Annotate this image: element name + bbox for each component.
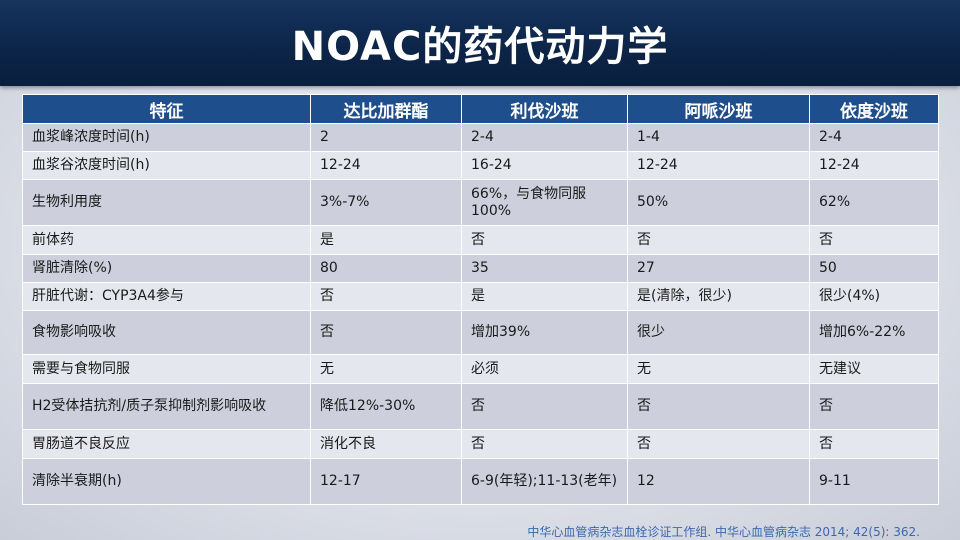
table-cell: 肝脏代谢：CYP3A4参与 [22,282,311,311]
table-cell: 否 [809,383,939,430]
table-cell: 2 [310,123,462,152]
table-cell: 12-24 [627,151,810,180]
table-cell: 否 [310,282,462,311]
table-row: 生物利用度 3%-7% 66%，与食物同服100% 50% 62% [22,179,939,226]
table-cell: 血浆谷浓度时间(h) [22,151,311,180]
table-cell: 很少 [627,310,810,355]
table-cell: 12-24 [310,151,462,180]
table-cell: 否 [461,225,628,255]
table-row: 前体药 是 否 否 否 [22,225,939,255]
table-cell: 需要与食物同服 [22,354,311,384]
table-cell: 降低12%-30% [310,383,462,430]
header-feature: 特征 [22,94,311,124]
table-header-row: 特征 达比加群酯 利伐沙班 阿哌沙班 依度沙班 [22,94,939,124]
table-cell: 80 [310,254,462,283]
table-row: 食物影响吸收 否 增加39% 很少 增加6%-22% [22,310,939,355]
table-cell: 胃肠道不良反应 [22,429,311,459]
title-bar [0,0,960,86]
table-cell: 无 [310,354,462,384]
table-cell: 无建议 [809,354,939,384]
table-cell: 消化不良 [310,429,462,459]
table-row: 肾脏清除(%) 80 35 27 50 [22,254,939,283]
citation: 中华心血管病杂志血栓诊证工作组. 中华心血管病杂志 2014; 42(5): 3… [527,525,920,539]
table-cell: 35 [461,254,628,283]
table-cell: 是 [461,282,628,311]
table-cell: 增加39% [461,310,628,355]
table-cell: 12 [627,458,810,505]
table-cell: 否 [809,225,939,255]
header-dabigatran: 达比加群酯 [310,94,462,124]
table-cell: 很少(4%) [809,282,939,311]
table-cell: 62% [809,179,939,226]
table-cell: H2受体拮抗剂/质子泵抑制剂影响吸收 [22,383,311,430]
table-row: 胃肠道不良反应 消化不良 否 否 否 [22,429,939,459]
table-row: 需要与食物同服 无 必须 无 无建议 [22,354,939,384]
table-cell: 6-9(年轻);11-13(老年) [461,458,628,505]
table-cell: 12-24 [809,151,939,180]
header-apixaban: 阿哌沙班 [627,94,810,124]
table-cell: 12-17 [310,458,462,505]
table-cell: 2-4 [461,123,628,152]
table-cell: 否 [627,429,810,459]
table-cell: 生物利用度 [22,179,311,226]
table-cell: 3%-7% [310,179,462,226]
table-cell: 必须 [461,354,628,384]
table-row: 血浆谷浓度时间(h) 12-24 16-24 12-24 12-24 [22,151,939,180]
header-edoxaban: 依度沙班 [809,94,939,124]
table-cell: 66%，与食物同服100% [461,179,628,226]
table-cell: 否 [809,429,939,459]
table-cell: 1-4 [627,123,810,152]
table-cell: 无 [627,354,810,384]
pharmacokinetics-table: 特征 达比加群酯 利伐沙班 阿哌沙班 依度沙班 血浆峰浓度时间(h) 2 2-4… [22,94,939,505]
table-row: 血浆峰浓度时间(h) 2 2-4 1-4 2-4 [22,123,939,152]
table-cell: 2-4 [809,123,939,152]
table-row: H2受体拮抗剂/质子泵抑制剂影响吸收 降低12%-30% 否 否 否 [22,383,939,430]
table-row: 肝脏代谢：CYP3A4参与 否 是 是(清除，很少) 很少(4%) [22,282,939,311]
table-cell: 是(清除，很少) [627,282,810,311]
header-rivaroxaban: 利伐沙班 [461,94,628,124]
table-cell: 增加6%-22% [809,310,939,355]
table-cell: 否 [461,429,628,459]
table-cell: 是 [310,225,462,255]
table-cell: 前体药 [22,225,311,255]
table-cell: 否 [461,383,628,430]
table-cell: 清除半衰期(h) [22,458,311,505]
table-row: 清除半衰期(h) 12-17 6-9(年轻);11-13(老年) 12 9-11 [22,458,939,505]
table-cell: 16-24 [461,151,628,180]
table-cell: 否 [310,310,462,355]
table-cell: 27 [627,254,810,283]
table-cell: 食物影响吸收 [22,310,311,355]
table-cell: 血浆峰浓度时间(h) [22,123,311,152]
table-cell: 9-11 [809,458,939,505]
table-cell: 50 [809,254,939,283]
table-cell: 肾脏清除(%) [22,254,311,283]
slide-title: NOAC的药代动力学 [291,24,669,70]
table-cell: 否 [627,225,810,255]
table-cell: 否 [627,383,810,430]
table-cell: 50% [627,179,810,226]
